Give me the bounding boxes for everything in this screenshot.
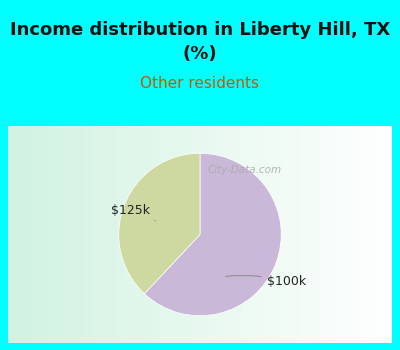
- Text: (%): (%): [183, 45, 217, 63]
- Text: Income distribution in Liberty Hill, TX: Income distribution in Liberty Hill, TX: [10, 21, 390, 39]
- Text: City-Data.com: City-Data.com: [208, 164, 282, 175]
- Text: Other residents: Other residents: [140, 77, 260, 91]
- Wedge shape: [119, 153, 200, 294]
- Text: $100k: $100k: [226, 275, 306, 288]
- Text: $125k: $125k: [111, 204, 156, 221]
- Wedge shape: [144, 153, 281, 316]
